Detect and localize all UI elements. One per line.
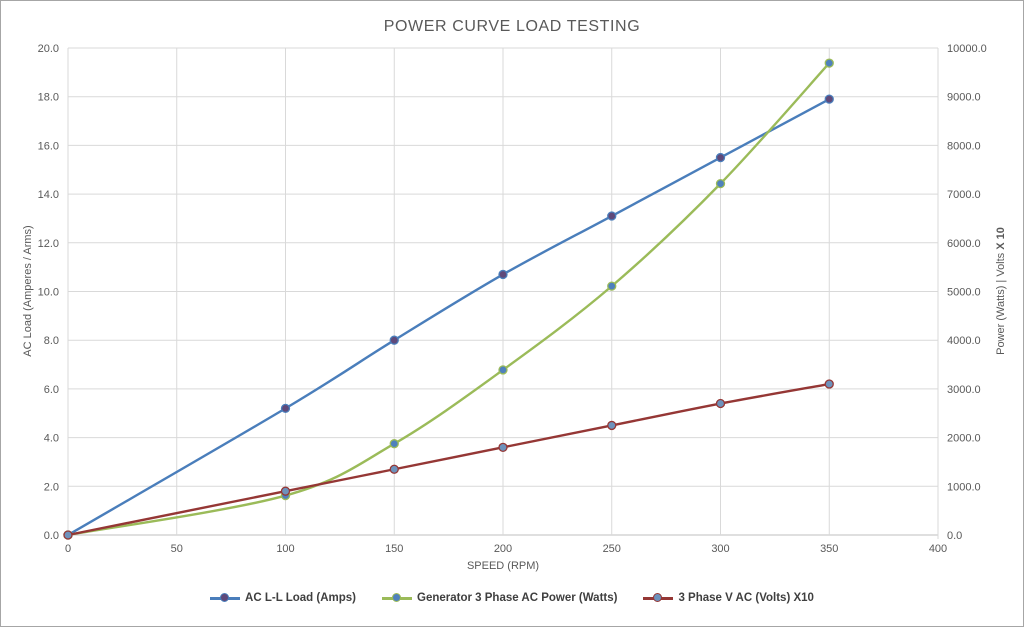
data-point-marker	[607, 211, 617, 221]
y-right-tick-label: 9000.0	[947, 92, 981, 104]
y-left-tick-label: 16.0	[38, 140, 59, 152]
x-tick-label: 300	[711, 543, 729, 555]
y-left-tick-label: 6.0	[44, 384, 59, 396]
data-point-marker	[498, 442, 508, 452]
x-tick-label: 100	[276, 543, 294, 555]
chart-title: POWER CURVE LOAD TESTING	[383, 18, 641, 35]
data-point-marker	[389, 335, 399, 345]
data-point-marker	[498, 269, 508, 280]
y-left-tick-label: 20.0	[38, 43, 59, 55]
x-tick-label: 250	[603, 543, 621, 555]
y-right-tick-label: 6000.0	[947, 238, 981, 250]
y-right-tick-label: 7000.0	[947, 189, 981, 201]
legend-item-ac-ll-load: AC L-L Load (Amps)	[210, 592, 356, 604]
data-point-marker	[607, 420, 617, 431]
y-left-tick-label: 2.0	[44, 481, 59, 493]
right-axis-title: Power (Watts) | Volts X 10	[995, 227, 1007, 355]
legend-label: Generator 3 Phase AC Power (Watts)	[417, 592, 618, 604]
data-point-marker	[715, 178, 726, 189]
x-axis-title: SPEED (RPM)	[466, 560, 540, 572]
y-left-tick-label: 18.0	[38, 92, 59, 104]
left-axis-title: AC Load (Amperes / Arms)	[22, 225, 34, 357]
data-point-marker	[280, 403, 291, 414]
y-left-tick-label: 12.0	[38, 238, 59, 250]
y-right-tick-label: 10000.0	[947, 43, 987, 55]
data-point-marker	[389, 464, 399, 474]
right-axis-title-bold: X 10	[995, 227, 1007, 250]
y-left-tick-label: 10.0	[38, 287, 59, 299]
legend-item-generator-power: Generator 3 Phase AC Power (Watts)	[382, 592, 617, 604]
data-point-marker	[389, 439, 399, 449]
data-point-marker	[280, 486, 291, 496]
legend: AC L-L Load (Amps) Generator 3 Phase AC …	[1, 592, 1023, 604]
data-point-marker	[63, 530, 73, 540]
y-right-tick-label: 4000.0	[947, 335, 981, 347]
legend-item-3phase-volts: 3 Phase V AC (Volts) X10	[643, 592, 814, 604]
y-right-tick-label: 2000.0	[947, 433, 981, 445]
data-point-marker	[498, 365, 508, 375]
legend-marker-icon	[382, 593, 412, 603]
series-line-2	[66, 382, 831, 537]
y-right-tick-label: 8000.0	[947, 140, 981, 152]
legend-label: AC L-L Load (Amps)	[245, 592, 356, 604]
data-point-marker	[607, 281, 617, 291]
data-point-marker	[715, 398, 726, 409]
x-tick-label: 50	[171, 543, 183, 555]
x-tick-label: 350	[820, 543, 838, 555]
y-right-tick-label: 5000.0	[947, 287, 981, 299]
data-point-marker	[824, 379, 834, 389]
y-left-tick-label: 14.0	[38, 189, 59, 201]
y-right-tick-label: 1000.0	[947, 481, 981, 493]
legend-marker-icon	[643, 593, 674, 603]
y-right-tick-label: 0.0	[947, 530, 962, 542]
y-left-tick-label: 4.0	[44, 433, 59, 445]
legend-marker-icon	[210, 593, 241, 603]
y-left-tick-label: 0.0	[44, 530, 59, 542]
legend-label: 3 Phase V AC (Volts) X10	[678, 592, 814, 604]
series-line-1	[66, 61, 831, 537]
x-tick-label: 0	[65, 543, 71, 555]
series-line-0	[66, 97, 831, 537]
data-point-marker	[715, 152, 726, 163]
y-right-tick-label: 3000.0	[947, 384, 981, 396]
y-left-tick-label: 8.0	[44, 335, 59, 347]
data-point-marker	[824, 94, 834, 104]
data-point-marker	[824, 58, 834, 68]
right-axis-title-text: Power (Watts) | Volts	[995, 252, 1007, 355]
x-tick-label: 400	[929, 543, 947, 555]
x-tick-label: 200	[494, 543, 512, 555]
x-tick-label: 150	[385, 543, 403, 555]
